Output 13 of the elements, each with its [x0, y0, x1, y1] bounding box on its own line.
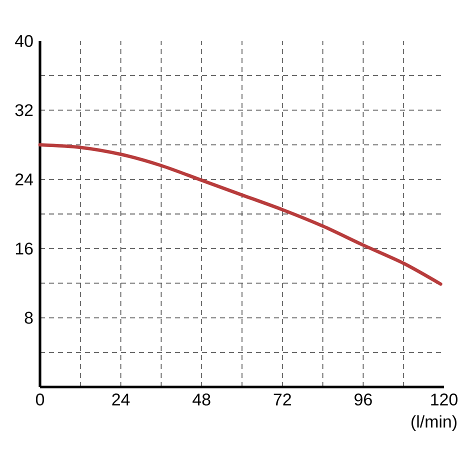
x-tick-label: 96: [354, 394, 372, 406]
y-tick-label: 16: [16, 242, 33, 255]
y-tick-label: 40: [15, 35, 33, 47]
x-tick-label: 48: [192, 394, 210, 406]
x-tick-label: 120: [431, 394, 458, 406]
x-tick-label: 72: [274, 394, 291, 406]
y-tick-label: 8: [24, 312, 33, 324]
y-tick-label: 32: [15, 104, 33, 116]
x-tick-label: 0: [36, 394, 44, 406]
y-tick-label: 24: [16, 173, 33, 186]
line-series: [38, 143, 442, 286]
x-axis-title: (l/min): [412, 415, 456, 431]
x-tick-label: 24: [112, 394, 130, 406]
